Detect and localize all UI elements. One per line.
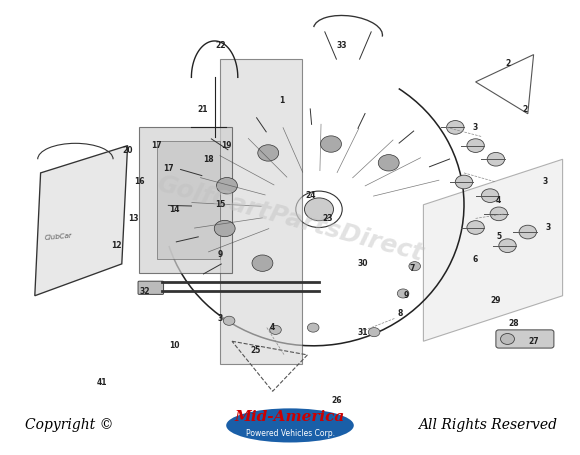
Text: 23: 23: [322, 214, 333, 223]
Text: 3: 3: [545, 223, 551, 232]
Text: 5: 5: [496, 232, 501, 241]
Text: 33: 33: [337, 41, 347, 50]
PathPatch shape: [139, 127, 232, 273]
Circle shape: [447, 121, 464, 134]
Text: 17: 17: [151, 141, 162, 150]
Ellipse shape: [226, 409, 354, 442]
Circle shape: [501, 334, 514, 344]
Text: 3: 3: [542, 177, 548, 187]
Text: Copyright ©: Copyright ©: [26, 419, 114, 432]
Circle shape: [252, 255, 273, 271]
Text: 6: 6: [473, 255, 478, 264]
PathPatch shape: [35, 146, 128, 296]
Text: 32: 32: [140, 287, 150, 296]
Text: 8: 8: [397, 309, 403, 318]
Circle shape: [214, 220, 235, 237]
Text: 4: 4: [270, 323, 275, 332]
Circle shape: [378, 155, 399, 171]
Text: 14: 14: [169, 205, 179, 214]
Circle shape: [270, 325, 281, 334]
Circle shape: [519, 225, 536, 239]
Circle shape: [409, 262, 420, 271]
Text: 2: 2: [505, 59, 510, 68]
Circle shape: [397, 289, 409, 298]
Text: 18: 18: [204, 155, 214, 164]
Circle shape: [455, 175, 473, 189]
Circle shape: [321, 136, 342, 152]
Circle shape: [467, 139, 484, 152]
Text: 20: 20: [122, 146, 133, 155]
Text: 10: 10: [169, 341, 179, 350]
Circle shape: [258, 145, 278, 161]
Text: 15: 15: [215, 200, 226, 209]
Text: 22: 22: [215, 41, 226, 50]
Text: 9: 9: [403, 291, 409, 300]
Text: 27: 27: [528, 337, 539, 346]
Text: GolfCartPartsDirect: GolfCartPartsDirect: [154, 171, 426, 266]
Text: Mid-America: Mid-America: [235, 410, 345, 424]
FancyBboxPatch shape: [496, 330, 554, 348]
Circle shape: [467, 221, 484, 234]
Circle shape: [368, 328, 380, 337]
Text: 9: 9: [218, 250, 223, 259]
Text: 3: 3: [218, 314, 223, 323]
PathPatch shape: [157, 141, 220, 259]
Text: 13: 13: [128, 214, 139, 223]
Text: 29: 29: [491, 296, 501, 305]
Text: 17: 17: [163, 164, 173, 173]
Text: 31: 31: [357, 328, 368, 337]
FancyBboxPatch shape: [138, 281, 164, 294]
PathPatch shape: [423, 159, 563, 341]
Text: 24: 24: [305, 191, 316, 200]
Text: 12: 12: [111, 241, 121, 250]
Circle shape: [499, 239, 516, 253]
Circle shape: [216, 177, 237, 194]
Circle shape: [487, 152, 505, 166]
Text: All Rights Reserved: All Rights Reserved: [418, 419, 557, 432]
Circle shape: [304, 198, 333, 221]
Text: 19: 19: [221, 141, 231, 150]
Text: 30: 30: [357, 259, 368, 268]
PathPatch shape: [220, 59, 302, 364]
Circle shape: [481, 189, 499, 202]
Text: 1: 1: [278, 96, 284, 105]
Text: 21: 21: [198, 105, 208, 114]
Circle shape: [223, 316, 235, 325]
Text: 3: 3: [473, 123, 478, 132]
Text: 41: 41: [96, 378, 107, 387]
Text: ClubCar: ClubCar: [44, 233, 72, 241]
Circle shape: [307, 323, 319, 332]
Circle shape: [490, 207, 508, 221]
Text: 7: 7: [409, 264, 415, 273]
Text: 26: 26: [331, 396, 342, 405]
Text: 28: 28: [508, 318, 519, 328]
Text: 4: 4: [496, 196, 502, 205]
Text: Powered Vehicles Corp.: Powered Vehicles Corp.: [245, 429, 335, 438]
Text: 2: 2: [522, 105, 528, 114]
Text: 16: 16: [134, 177, 144, 187]
Text: 25: 25: [250, 346, 260, 355]
